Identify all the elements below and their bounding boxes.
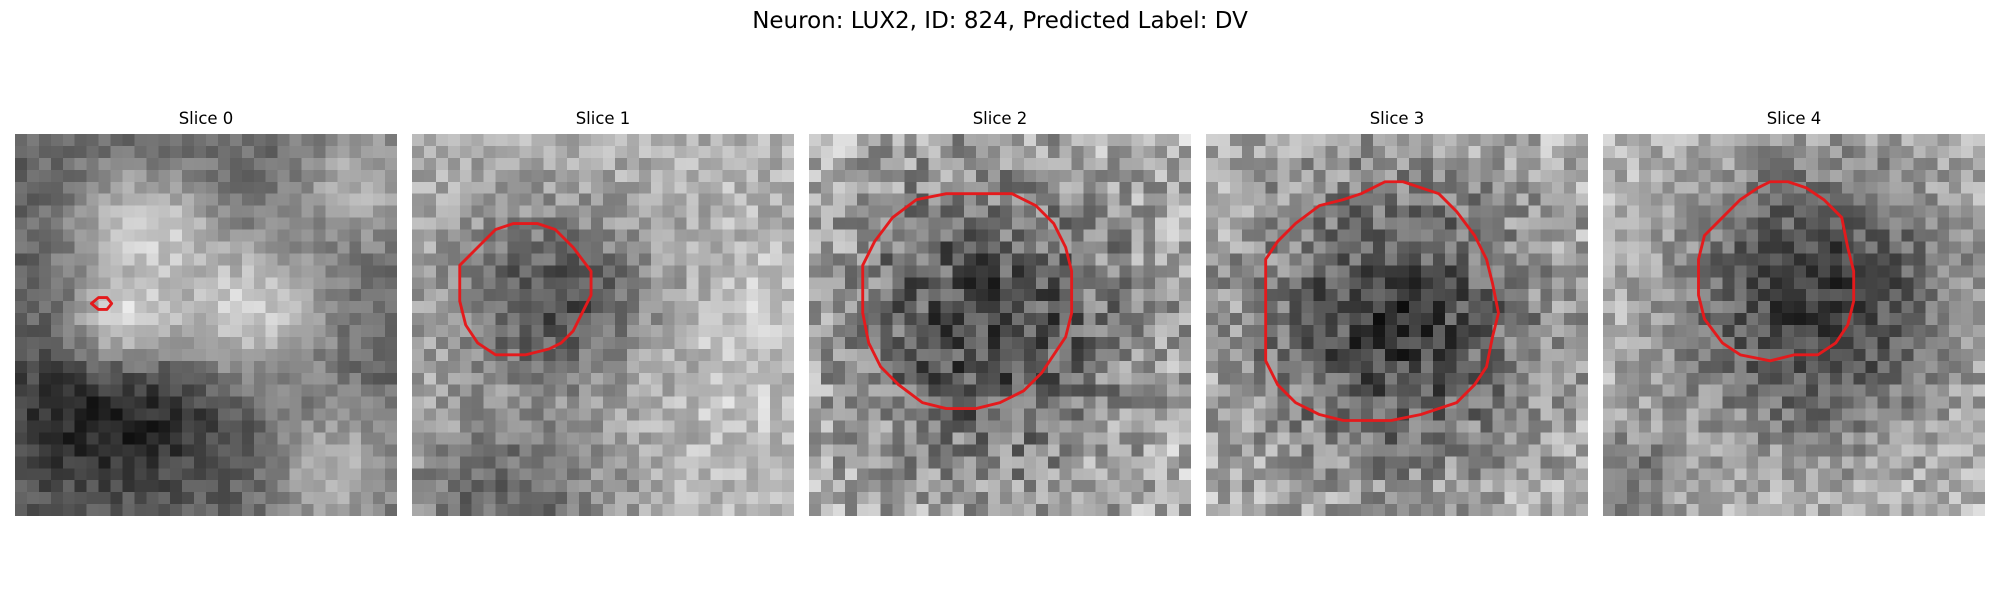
slice-2-image <box>809 134 1191 516</box>
slice-0-title: Slice 0 <box>178 109 234 128</box>
slice-2-title: Slice 2 <box>972 109 1028 128</box>
slice-4-title: Slice 4 <box>1766 109 1822 128</box>
slice-0-image <box>15 134 397 516</box>
slice-1-roi-contour <box>458 222 593 357</box>
slice-0-roi-contour <box>89 296 114 311</box>
slice-1-image <box>412 134 794 516</box>
slice-3-image <box>1206 134 1588 516</box>
slice-1-title: Slice 1 <box>575 109 631 128</box>
slice-4-image <box>1603 134 1985 516</box>
slice-4-roi-contour <box>1697 180 1856 363</box>
slice-3-roi-contour <box>1264 180 1500 422</box>
figure-title: Neuron: LUX2, ID: 824, Predicted Label: … <box>752 8 1248 34</box>
slice-2-roi-contour <box>861 192 1074 410</box>
slice-3-title: Slice 3 <box>1369 109 1425 128</box>
